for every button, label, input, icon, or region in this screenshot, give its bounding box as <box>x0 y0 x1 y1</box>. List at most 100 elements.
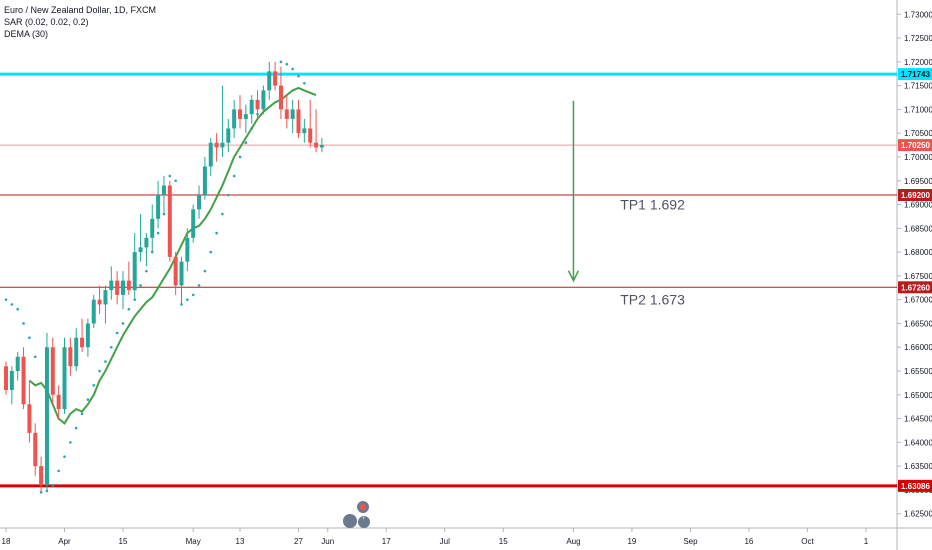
sar-legend[interactable]: SAR (0.02, 0.02, 0.2) <box>4 17 89 27</box>
dema-legend[interactable]: DEMA (30) <box>4 29 49 39</box>
tp2-level-tag <box>898 281 932 294</box>
sar-dot <box>80 412 84 416</box>
sar-dot <box>51 483 55 487</box>
sar-dot <box>104 360 107 363</box>
candle <box>249 95 254 124</box>
sar-dot <box>197 284 201 287</box>
y-tick-label: 1.62500 <box>904 510 932 519</box>
candle <box>115 271 120 305</box>
candle <box>91 294 96 329</box>
candle <box>68 337 73 376</box>
support-tag-label: 1.63086 <box>901 482 930 491</box>
sar-dot <box>156 231 160 235</box>
sar-dot <box>215 231 218 235</box>
candle <box>319 137 324 153</box>
tradingview-logo-icon[interactable]: 5 7 <box>343 501 370 528</box>
candle <box>290 99 295 134</box>
svg-text:5 7: 5 7 <box>356 514 366 521</box>
sar-dot <box>86 398 90 401</box>
x-tick-label: Oct <box>801 537 814 546</box>
candle <box>167 180 172 262</box>
candle <box>161 176 166 215</box>
sar-dot <box>22 322 25 325</box>
sar-dot <box>92 383 96 387</box>
tp1-level-tag-label: 1.69200 <box>901 191 930 200</box>
candle <box>150 204 155 253</box>
candle <box>144 233 149 267</box>
x-tick-label: 27 <box>294 537 303 546</box>
sar-dot <box>232 174 236 178</box>
support-tag <box>898 479 932 492</box>
sar-dot <box>203 269 207 273</box>
sar-dot <box>227 193 230 197</box>
sar-dot <box>74 426 78 430</box>
y-tick-label: 1.66000 <box>904 343 932 352</box>
x-tick-label: Aug <box>566 537 580 546</box>
y-tick-label: 1.67500 <box>904 272 932 281</box>
y-tick-label: 1.72500 <box>904 34 932 43</box>
symbol-title[interactable]: Euro / New Zealand Dollar, 1D, FXCM <box>4 5 157 15</box>
candle <box>202 156 207 200</box>
sar-dot <box>186 298 189 301</box>
x-tick-label: Jul <box>440 537 450 546</box>
sar-dot <box>145 269 148 273</box>
candle <box>278 66 283 119</box>
x-tick-label: 17 <box>382 537 391 546</box>
tp1-label[interactable]: TP1 1.692 <box>620 196 685 212</box>
x-tick-label: Jun <box>321 537 334 546</box>
sar-dot <box>10 303 14 306</box>
x-tick-label: 16 <box>744 537 753 546</box>
candle <box>284 95 289 129</box>
sar-dot <box>133 298 136 301</box>
sar-dot <box>4 298 8 301</box>
sar-dot <box>28 336 31 340</box>
candle <box>44 332 49 490</box>
candle <box>197 185 202 219</box>
x-tick-label: 1 <box>864 537 869 546</box>
x-tick-label: Sep <box>683 537 698 546</box>
sar-dot <box>139 284 142 287</box>
dema-line <box>28 86 317 425</box>
time-axis[interactable]: 18 Apr 15 May 13 27 Jun 17 Jul 15 Aug 19 Sep 16 Oct 1 <box>2 528 869 546</box>
candle <box>85 318 90 357</box>
price-tags: 1.71743 1.70250 1.69200 1.67260 1.63086 <box>898 68 932 492</box>
sar-dot <box>16 307 20 311</box>
sar-dot <box>244 141 248 145</box>
candle <box>308 99 313 148</box>
y-tick-label: 1.71500 <box>904 82 932 91</box>
x-tick-label: 13 <box>236 537 245 546</box>
price-axis[interactable]: 1.73000 1.72500 1.72000 1.71500 1.71000 1.705… <box>897 10 932 519</box>
candle <box>232 99 237 138</box>
tp2-level-tag-label: 1.67260 <box>901 283 930 292</box>
tp2-label[interactable]: TP2 1.673 <box>620 291 685 307</box>
y-tick-label: 1.69000 <box>904 201 932 210</box>
annotations: TP1 1.692 TP2 1.673 <box>620 196 685 307</box>
candle <box>302 118 307 143</box>
y-tick-label: 1.68500 <box>904 224 932 233</box>
y-tick-label: 1.70000 <box>904 153 932 162</box>
sar-dot <box>39 491 43 494</box>
y-tick-label: 1.68000 <box>904 248 932 257</box>
sar-dot <box>209 250 213 254</box>
sar-dot <box>57 469 60 473</box>
sar-dot <box>221 212 224 216</box>
x-tick-label: 15 <box>119 537 128 546</box>
candle <box>255 90 260 119</box>
x-tick-label: 18 <box>2 537 11 546</box>
candle <box>126 261 131 295</box>
candle <box>21 347 26 410</box>
candle <box>185 228 190 272</box>
x-tick-label: 19 <box>627 537 636 546</box>
current-tag <box>898 139 932 152</box>
sar-dot <box>279 60 283 64</box>
arrow-head[interactable] <box>567 270 580 283</box>
candle <box>267 61 272 100</box>
sar-dot <box>191 293 195 297</box>
sar-dot <box>174 179 177 183</box>
candle <box>220 85 225 157</box>
y-tick-label: 1.63500 <box>904 462 932 471</box>
sar-dot <box>63 455 66 458</box>
sar-dot <box>285 62 289 66</box>
